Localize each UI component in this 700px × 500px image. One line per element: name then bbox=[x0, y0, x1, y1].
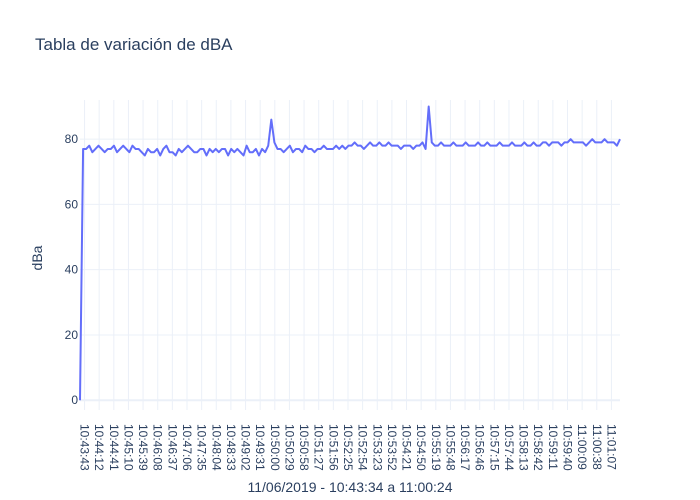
x-tick-label: 10:53:52 bbox=[385, 424, 399, 471]
x-tick-label: 10:51:27 bbox=[312, 424, 326, 471]
x-tick-label: 10:44:12 bbox=[92, 424, 106, 471]
series-layer bbox=[79, 105, 621, 401]
x-tick-label: 10:46:08 bbox=[151, 424, 165, 471]
x-tick-label: 10:49:31 bbox=[253, 424, 267, 471]
x-tick-label: 11:00:38 bbox=[590, 424, 604, 470]
series-line bbox=[79, 105, 621, 401]
x-tick-label: 11:00:09 bbox=[575, 424, 589, 470]
y-tick-label: 0 bbox=[71, 393, 78, 407]
x-tick-label: 10:50:58 bbox=[297, 424, 311, 471]
y-tick-label: 20 bbox=[65, 328, 79, 342]
x-tick-label: 10:58:42 bbox=[531, 424, 545, 471]
x-tick-label: 10:51:56 bbox=[326, 424, 340, 471]
y-axis-title: dBa bbox=[29, 245, 45, 270]
x-tick-label: 10:50:00 bbox=[268, 424, 282, 471]
x-tick-label: 10:55:48 bbox=[443, 424, 457, 471]
x-tick-label: 10:43:43 bbox=[78, 424, 92, 471]
chart-title: Tabla de variación de dBA bbox=[35, 35, 233, 54]
x-tick-label: 10:48:04 bbox=[209, 424, 223, 471]
x-tick-label: 10:56:17 bbox=[458, 424, 472, 471]
x-tick-label: 10:48:33 bbox=[224, 424, 238, 471]
x-tick-label: 10:56:46 bbox=[473, 424, 487, 471]
x-tick-label: 11:01:07 bbox=[604, 424, 618, 470]
x-tick-label: 10:47:06 bbox=[180, 424, 194, 471]
x-tick-label: 10:45:10 bbox=[121, 424, 135, 471]
x-tick-label: 10:47:35 bbox=[195, 424, 209, 471]
x-axis-title: 11/06/2019 - 10:43:34 a 11:00:24 bbox=[248, 479, 453, 495]
x-tick-label: 10:54:21 bbox=[400, 424, 414, 471]
y-tick-label: 80 bbox=[65, 132, 79, 146]
x-tick-label: 10:59:40 bbox=[561, 424, 575, 471]
x-tick-label: 10:57:15 bbox=[487, 424, 501, 471]
x-tick-label: 10:45:39 bbox=[136, 424, 150, 471]
x-tick-label: 10:50:29 bbox=[282, 424, 296, 471]
x-axis-ticks: 10:43:43 10:44:12 10:44:41 10:45:10 10:45:39… bbox=[78, 424, 619, 471]
x-tick-label: 10:53:23 bbox=[370, 424, 384, 471]
x-tick-label: 10:49:02 bbox=[239, 424, 253, 471]
y-axis-ticks: 0 20 40 60 80 bbox=[65, 132, 79, 407]
y-tick-label: 40 bbox=[65, 263, 79, 277]
x-tick-label: 10:55:19 bbox=[429, 424, 443, 471]
x-tick-label: 10:52:54 bbox=[356, 424, 370, 471]
x-tick-label: 10:58:13 bbox=[517, 424, 531, 471]
x-tick-label: 10:59:11 bbox=[546, 424, 560, 470]
x-tick-label: 10:52:25 bbox=[341, 424, 355, 471]
y-tick-label: 60 bbox=[65, 197, 79, 211]
x-tick-label: 10:44:41 bbox=[107, 424, 121, 471]
x-tick-label: 10:54:50 bbox=[414, 424, 428, 471]
x-tick-label: 10:57:44 bbox=[502, 424, 516, 471]
x-tick-label: 10:46:37 bbox=[165, 424, 179, 471]
